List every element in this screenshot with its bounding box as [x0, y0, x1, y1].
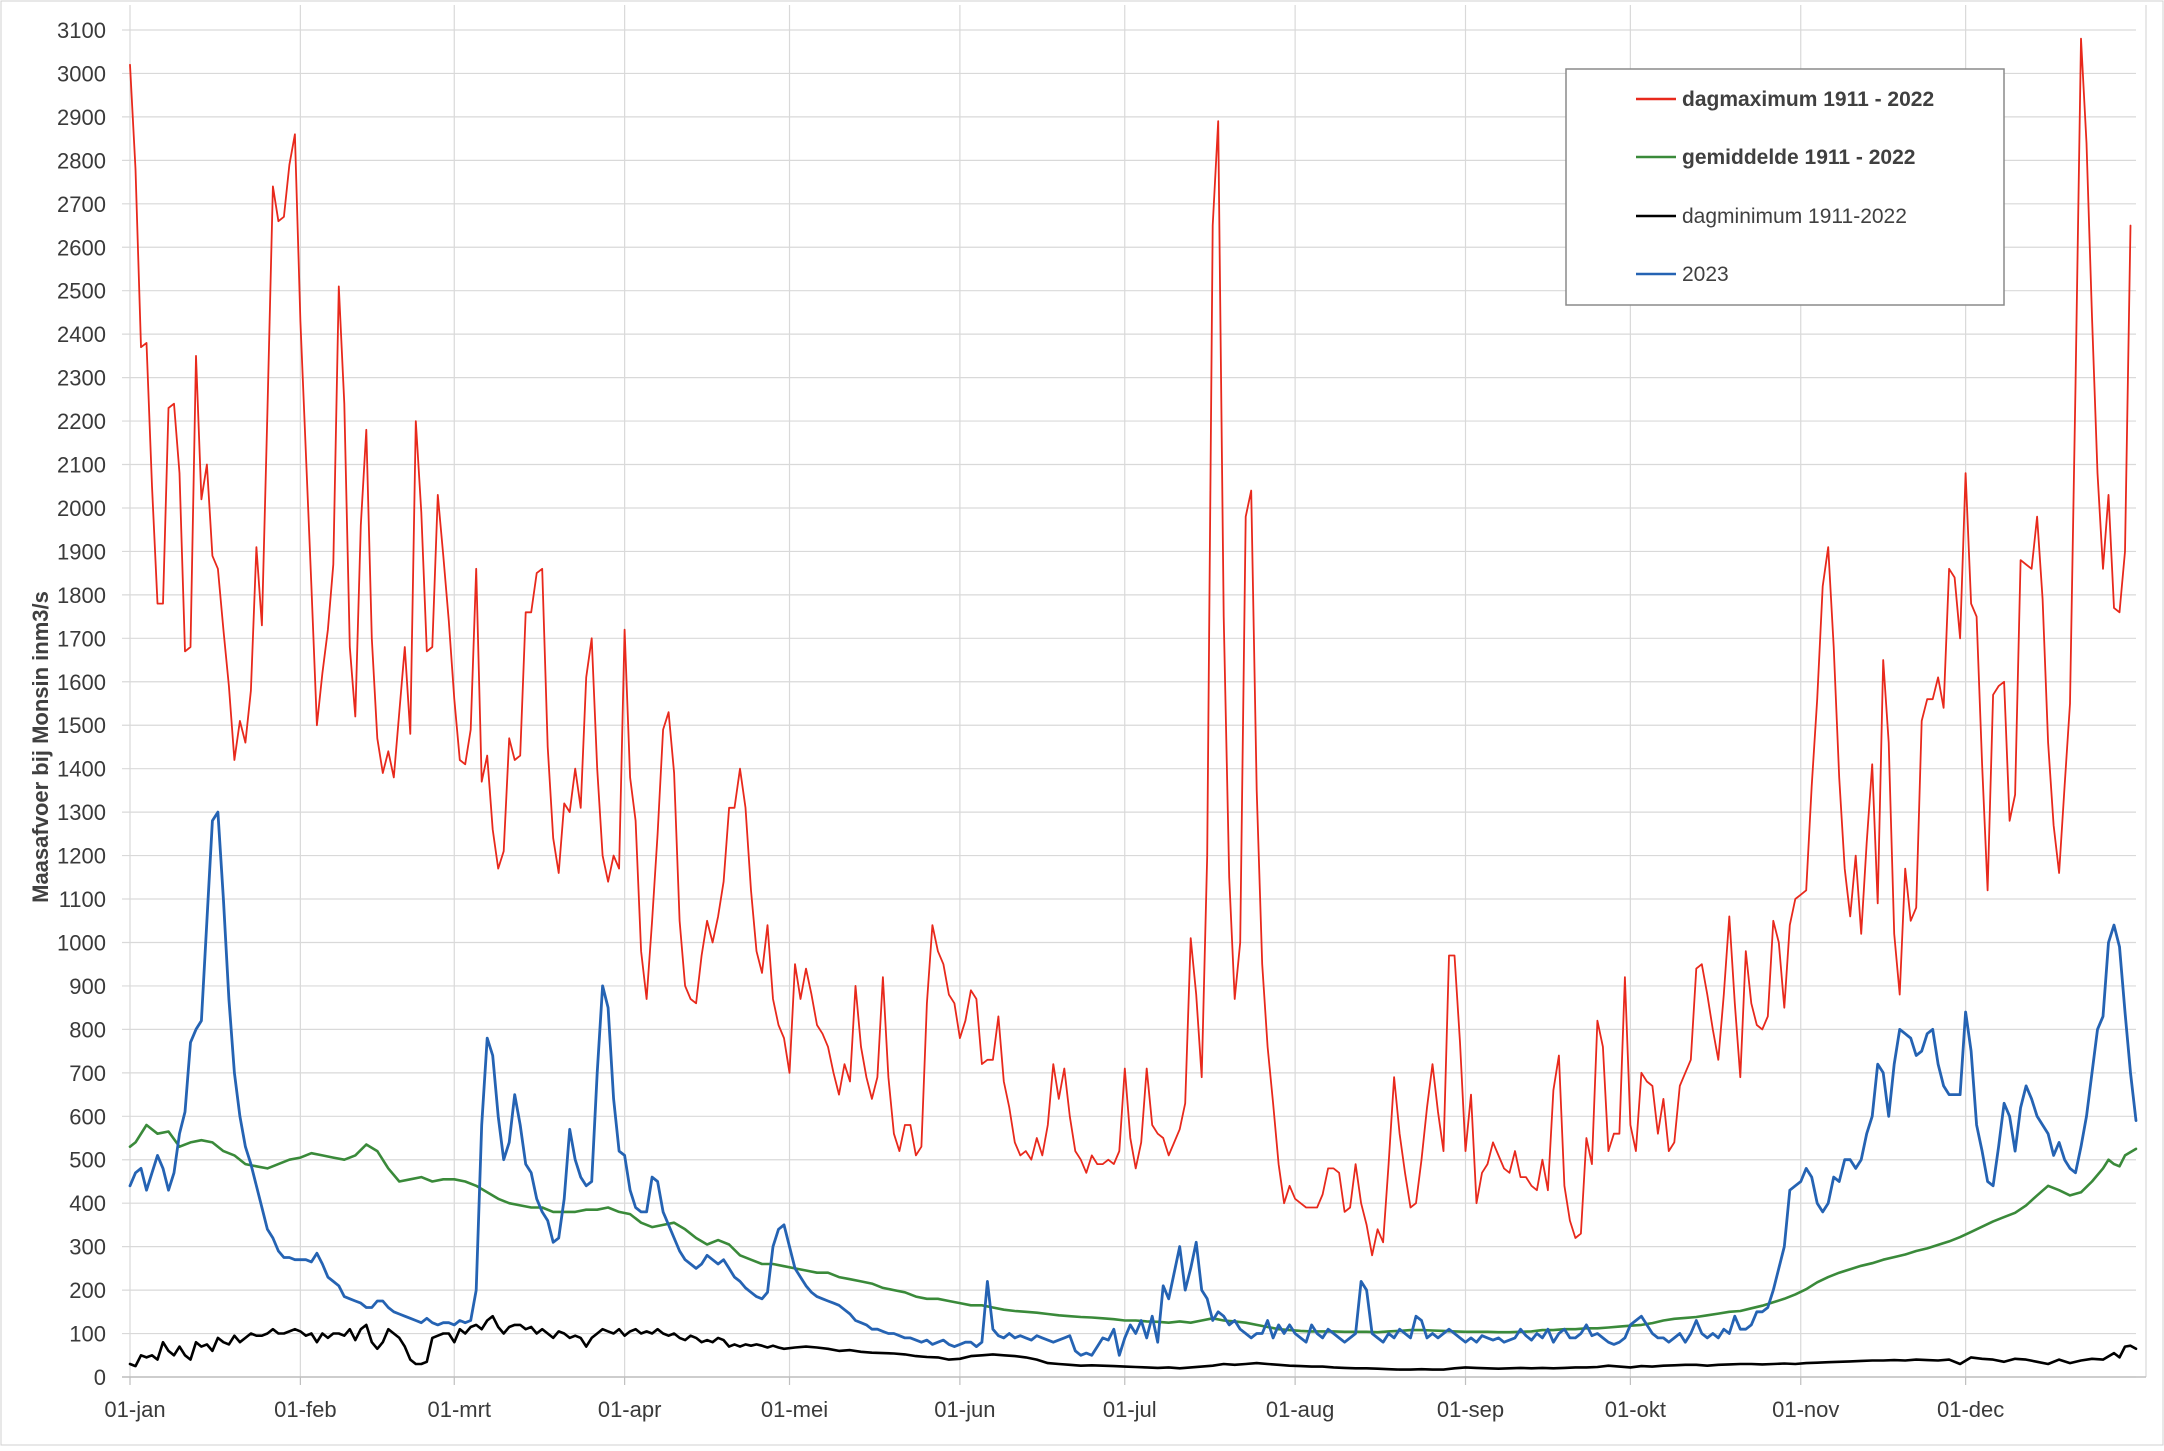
y-tick-label: 2400: [57, 322, 106, 347]
y-tick-label: 2900: [57, 105, 106, 130]
y-tick-label: 200: [69, 1278, 106, 1303]
y-tick-label: 1900: [57, 539, 106, 564]
legend-label: dagmaximum 1911 - 2022: [1682, 88, 1934, 111]
y-tick-label: 2800: [57, 148, 106, 173]
y-tick-label: 1500: [57, 713, 106, 738]
series-lines: [128, 37, 2138, 1371]
y-tick-label: 3000: [57, 61, 106, 86]
y-tick-label: 1800: [57, 583, 106, 608]
y-tick-label: 2500: [57, 279, 106, 304]
y-tick-label: 100: [69, 1322, 106, 1347]
legend: dagmaximum 1911 - 2022 gemiddelde 1911 - …: [1565, 68, 2005, 306]
y-tick-label: 700: [69, 1061, 106, 1086]
series-line-1: [129, 37, 2132, 1257]
x-tick-label: 01-sep: [1437, 1397, 1504, 1422]
y-tick-label: 2100: [57, 453, 106, 478]
y-tick-label: 900: [69, 974, 106, 999]
y-tick-label: 2600: [57, 235, 106, 260]
legend-label: gemiddelde 1911 - 2022: [1682, 146, 1915, 169]
y-tick-label: 600: [69, 1104, 106, 1129]
x-tick-label: 01-mrt: [427, 1397, 491, 1422]
x-tick-label: 01-mei: [761, 1397, 828, 1422]
legend-box: [1565, 68, 2005, 306]
x-tick-label: 01-jan: [104, 1397, 165, 1422]
y-tick-label: 800: [69, 1017, 106, 1042]
y-tick-label: 1200: [57, 844, 106, 869]
y-tick-label: 300: [69, 1235, 106, 1260]
y-tick-label: 2300: [57, 366, 106, 391]
y-tick-label: 3100: [57, 18, 106, 43]
y-tick-label: 1300: [57, 800, 106, 825]
y-tick-label: 1600: [57, 670, 106, 695]
series-line-3: [128, 1314, 2138, 1371]
y-tick-label: 1100: [59, 887, 106, 912]
axes: 0 100 200 300 400 500 600 700 800 900 1000 1100 1200…: [57, 18, 2146, 1422]
x-tick-label: 01-jul: [1103, 1397, 1157, 1422]
x-tick-label: 01-nov: [1772, 1397, 1839, 1422]
x-tick-label: 01-aug: [1266, 1397, 1335, 1422]
y-tick-label: 400: [69, 1191, 106, 1216]
x-tick-label: 01-feb: [274, 1397, 336, 1422]
x-tick-label: 01-apr: [598, 1397, 662, 1422]
x-tick-label: 01-dec: [1937, 1397, 2004, 1422]
y-axis-title: Maasafvoer bij Monsin inm3/s: [28, 591, 53, 903]
legend-label: dagminimum 1911-2022: [1682, 205, 1907, 228]
y-tick-label: 0: [94, 1365, 106, 1390]
y-tick-label: 500: [69, 1148, 106, 1173]
y-tick-label: 2000: [57, 496, 106, 521]
x-tick-label: 01-jun: [934, 1397, 995, 1422]
y-tick-label: 1400: [57, 757, 106, 782]
x-tick-label: 01-okt: [1605, 1397, 1666, 1422]
y-tick-label: 2200: [57, 409, 106, 434]
series-line-4: [128, 810, 2138, 1357]
y-tick-label: 2700: [57, 192, 106, 217]
y-tick-label: 1000: [57, 930, 106, 955]
legend-label: 2023: [1682, 263, 1729, 286]
y-axis-title-group: Maasafvoer bij Monsin inm3/s: [28, 591, 53, 903]
y-tick-label: 1700: [57, 626, 106, 651]
